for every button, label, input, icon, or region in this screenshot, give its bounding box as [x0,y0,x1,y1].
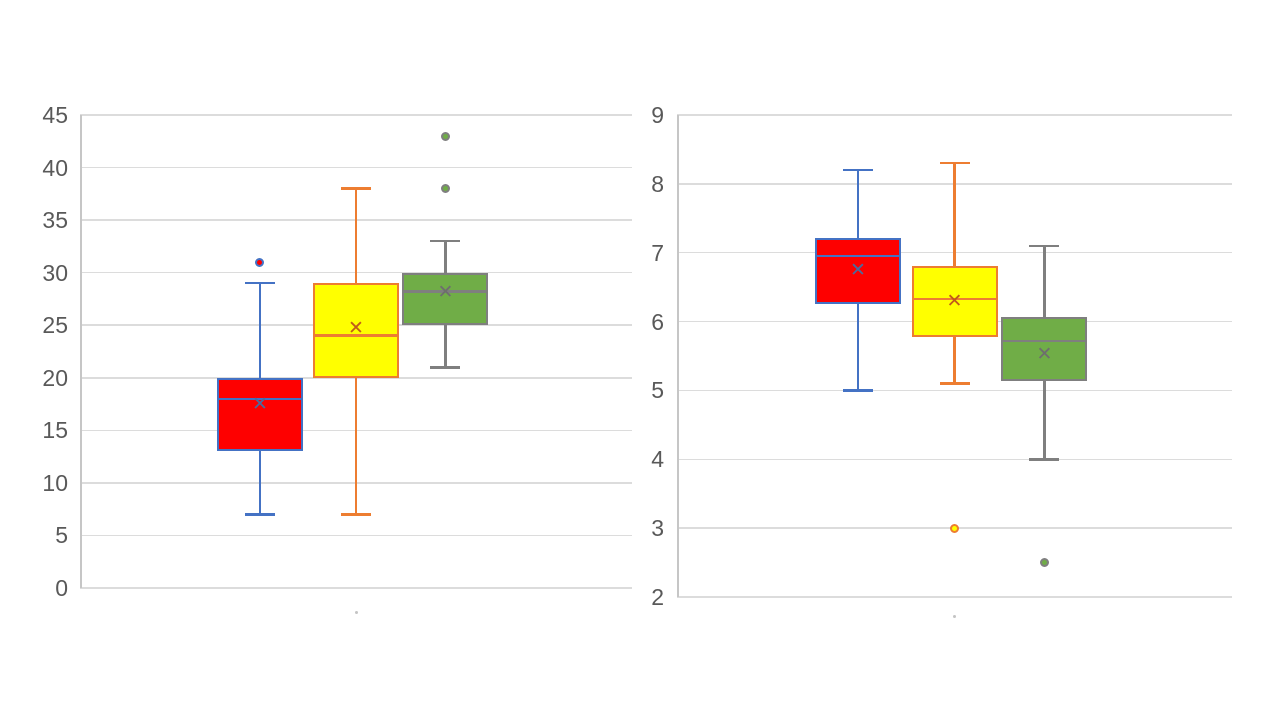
whisker-line-upper [354,188,358,284]
mean-marker: ✕ [1036,343,1053,365]
y-tick-label: 3 [651,515,664,542]
category-label-dot [354,610,358,614]
whisker-line-upper [1043,245,1046,318]
whisker-cap-upper [430,239,461,243]
whisker-line-lower [856,304,860,391]
y-tick-label: 2 [651,584,664,610]
y-gridline [677,389,1232,392]
y-tick-label: 30 [42,259,68,286]
y-tick-label: 25 [42,312,68,339]
y-tick-label: 15 [42,417,68,444]
y-tick-label: 40 [42,154,68,181]
y-gridline [677,458,1232,461]
whisker-line-upper [856,170,860,238]
median-line [911,297,998,301]
whisker-cap-upper [939,161,970,165]
outlier-point [440,131,450,141]
whisker-line-upper [953,163,956,267]
y-gridline [677,596,1232,598]
y-tick-label: 0 [55,575,68,601]
y-axis-line [677,115,679,597]
y-tick-label: 8 [651,170,664,197]
box [216,377,303,452]
whisker-cap-upper [1029,244,1060,248]
median-line [1001,339,1088,343]
mean-marker: ✕ [946,291,963,313]
y-gridline [80,166,632,169]
whisker-cap-lower [244,513,275,516]
box [911,266,998,337]
box [1001,317,1088,382]
y-tick-label: 20 [42,364,68,391]
mean-marker: ✕ [849,259,866,281]
y-tick-label: 45 [42,102,68,128]
y-tick-label: 5 [55,522,68,549]
y-tick-label: 6 [651,308,664,335]
y-tick-label: 7 [651,239,664,266]
whisker-line-upper [444,241,447,273]
box [402,272,489,326]
whisker-line-lower [258,451,262,515]
whisker-cap-lower [430,366,461,369]
whisker-cap-lower [1029,458,1060,461]
box [814,237,901,305]
y-gridline [80,114,632,116]
y-gridline [80,534,632,537]
y-tick-label: 10 [42,469,68,496]
whisker-line-lower [953,336,956,384]
median-line [313,334,399,337]
y-tick-label: 5 [651,377,664,404]
y-axis-line [80,115,82,588]
box [313,283,399,378]
whisker-cap-upper [341,187,371,190]
y-gridline [80,587,632,589]
median-line [814,254,901,258]
whisker-cap-lower [341,513,371,516]
whisker-line-lower [444,325,447,368]
mean-marker: ✕ [348,318,364,340]
median-line [216,397,303,401]
whisker-line-upper [258,283,262,378]
whisker-cap-lower [842,389,873,392]
y-tick-label: 4 [651,446,664,473]
whisker-line-lower [354,377,358,515]
mean-marker: ✕ [437,281,454,303]
category-label-dot [953,614,956,618]
mean-marker: ✕ [251,394,268,416]
whisker-cap-upper [842,168,873,172]
median-line [402,290,489,293]
whisker-cap-upper [244,281,275,285]
outlier-point [440,184,450,194]
y-gridline [677,114,1232,116]
outlier-point [950,523,959,533]
y-tick-label: 35 [42,207,68,234]
y-tick-label: 9 [651,102,664,128]
outlier-point [255,257,265,267]
whisker-line-lower [1043,381,1046,460]
outlier-point [1039,558,1049,568]
whisker-cap-lower [939,382,970,385]
